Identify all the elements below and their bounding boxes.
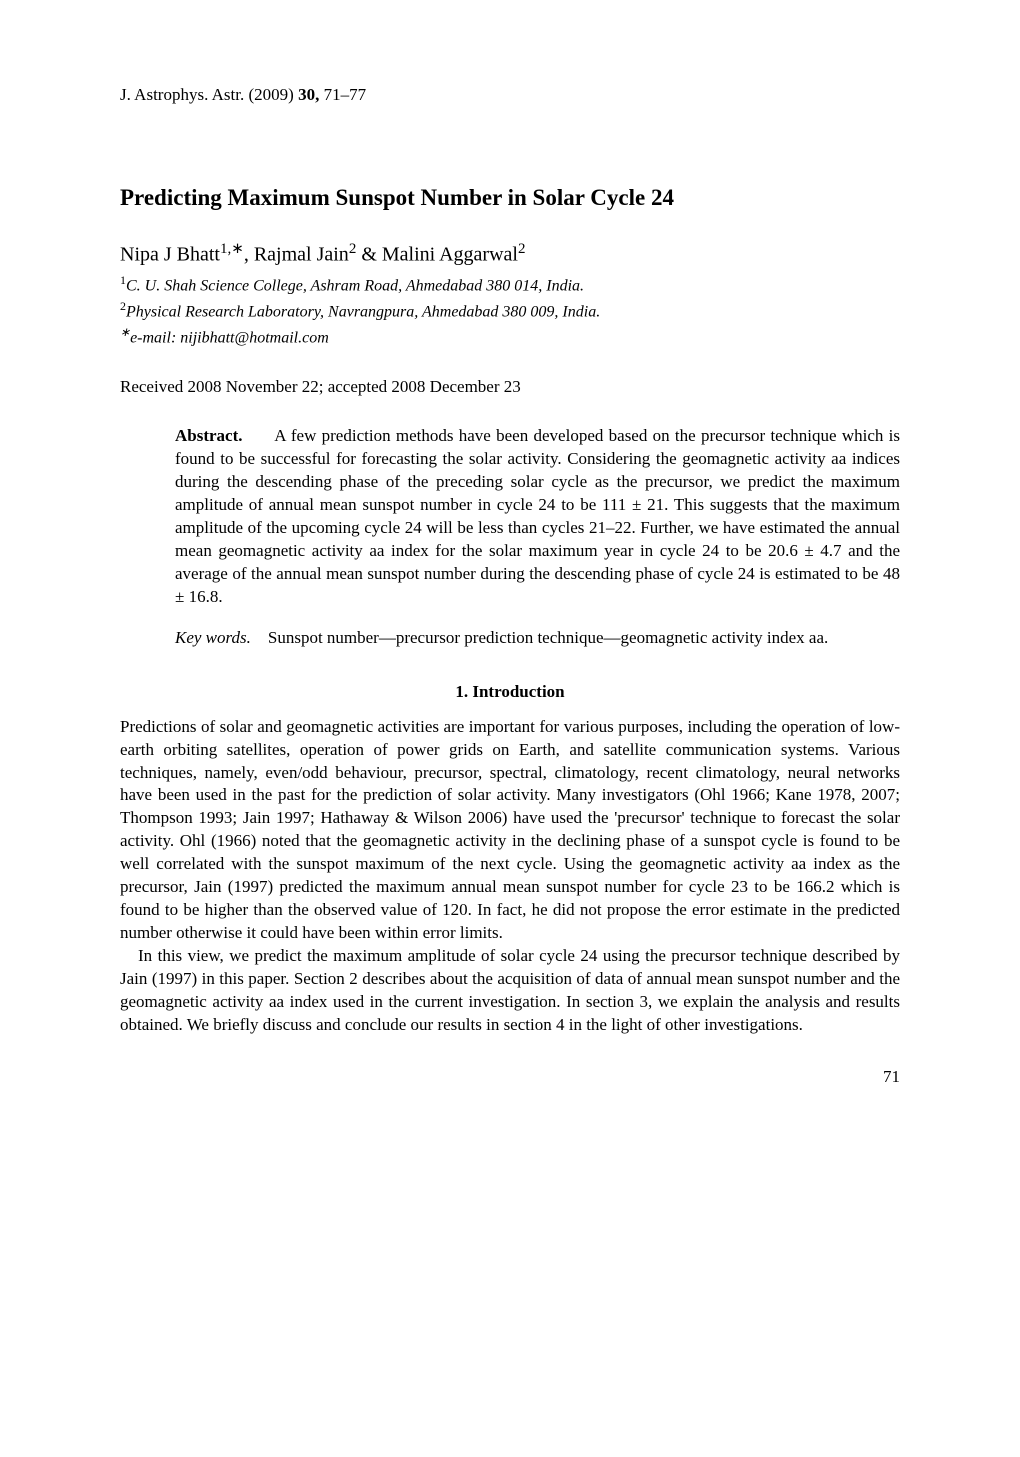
affiliation-2: 2Physical Research Laboratory, Navrangpu…	[120, 299, 900, 323]
corresponding-email: ∗e-mail: nijibhatt@hotmail.com	[120, 325, 900, 347]
email-text: e-mail: nijibhatt@hotmail.com	[130, 329, 329, 346]
aff-1-text: C. U. Shah Science College, Ashram Road,…	[126, 277, 584, 294]
body-paragraph-2: In this view, we predict the maximum amp…	[120, 945, 900, 1037]
authors-line: Nipa J Bhatt1,∗, Rajmal Jain 2 & Malini A…	[120, 239, 900, 267]
journal-year: (2009)	[248, 85, 293, 104]
journal-volume: 30,	[298, 85, 319, 104]
abstract-label: Abstract.	[175, 426, 243, 445]
section-heading: 1. Introduction	[120, 682, 900, 702]
author-3-sup: 2	[518, 241, 526, 257]
author-sep-1: , Rajmal Jain	[244, 244, 349, 266]
author-sep-2: & Malini Aggarwal	[356, 244, 518, 266]
abstract-block: Abstract. A few prediction methods have …	[175, 425, 900, 609]
email-sup: ∗	[120, 325, 130, 339]
aff-2-text: Physical Research Laboratory, Navrangpur…	[126, 303, 600, 320]
keywords-text: Sunspot number—precursor prediction tech…	[268, 628, 828, 647]
author-1-sup: 1,∗	[220, 241, 244, 257]
journal-header: J. Astrophys. Astr. (2009) 30, 71–77	[120, 85, 900, 105]
received-line: Received 2008 November 22; accepted 2008…	[120, 377, 900, 397]
affiliation-1: 1C. U. Shah Science College, Ashram Road…	[120, 273, 900, 297]
journal-pages: 71–77	[324, 85, 367, 104]
keywords-label: Key words.	[175, 628, 251, 647]
journal-name: J. Astrophys. Astr.	[120, 85, 244, 104]
article-title: Predicting Maximum Sunspot Number in Sol…	[120, 185, 900, 211]
author-1: Nipa J Bhatt	[120, 244, 220, 266]
page-number: 71	[120, 1067, 900, 1087]
body-paragraph-1: Predictions of solar and geomagnetic act…	[120, 716, 900, 945]
keywords-block: Key words. Sunspot number—precursor pred…	[175, 627, 900, 650]
abstract-text: A few prediction methods have been devel…	[175, 426, 900, 606]
